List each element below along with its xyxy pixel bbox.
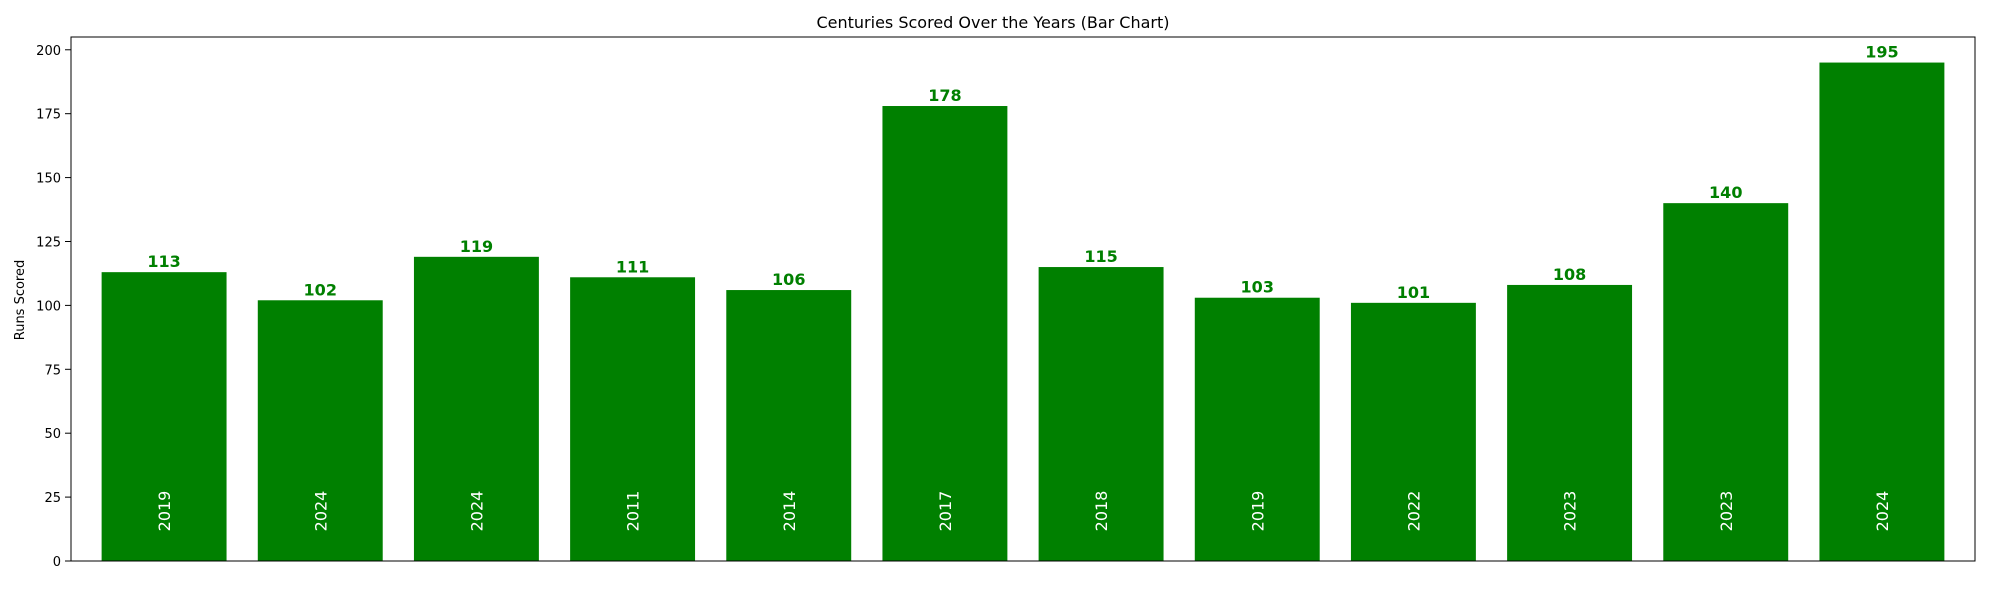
bar-year-label: 2019: [155, 491, 174, 532]
year-labels-group: 2019 2024 2024 2011 2014 2017 2018 2019 2022 2023…: [155, 491, 1892, 532]
bar-value-label: 195: [1865, 43, 1898, 62]
y-tick-label: 150: [36, 172, 61, 187]
bar: [1350, 302, 1476, 561]
bar: [1194, 297, 1320, 561]
bar-year-label: 2023: [1561, 491, 1580, 532]
bar: [570, 277, 696, 561]
bar-value-label: 101: [1397, 283, 1430, 302]
bar-value-label: 178: [928, 86, 961, 105]
bar-value-label: 140: [1709, 183, 1742, 202]
bar-value-label: 103: [1241, 278, 1274, 297]
bar-value-label: 111: [616, 257, 649, 276]
chart-title: Centuries Scored Over the Years (Bar Cha…: [816, 13, 1169, 32]
y-axis-ticks: 0 25 50 75 100 125 150 175 200: [36, 44, 71, 570]
bar-value-label: 102: [304, 280, 337, 299]
bar-year-label: 2017: [936, 491, 955, 532]
bar: [1507, 284, 1633, 561]
y-tick-label: 75: [44, 363, 61, 378]
bar-year-label: 2024: [467, 491, 486, 532]
bar: [1663, 203, 1789, 561]
bar-year-label: 2022: [1404, 491, 1423, 532]
bar: [726, 290, 852, 561]
bar-year-label: 2011: [624, 491, 643, 532]
y-tick-label: 0: [53, 555, 61, 570]
bar: [101, 272, 227, 561]
bar: [413, 256, 539, 561]
y-tick-label: 50: [44, 427, 61, 442]
bar-value-label: 113: [147, 252, 180, 271]
bar-year-label: 2024: [311, 491, 330, 532]
bar-year-label: 2019: [1248, 491, 1267, 532]
bar: [1819, 62, 1945, 561]
bar: [882, 106, 1008, 561]
value-labels-group: 113 102 119 111 106 178 115 103 101 108 140 195: [147, 43, 1898, 302]
bar-year-label: 2024: [1873, 491, 1892, 532]
y-tick-label: 175: [36, 108, 61, 123]
plot-frame: [70, 36, 1976, 562]
bar-year-label: 2018: [1092, 491, 1111, 532]
y-tick-label: 25: [44, 491, 61, 506]
bar-year-label: 2023: [1717, 491, 1736, 532]
bar-value-label: 108: [1553, 265, 1586, 284]
y-tick-label: 125: [36, 235, 61, 250]
bar-value-label: 119: [460, 237, 493, 256]
bar-value-label: 106: [772, 270, 805, 289]
y-axis-label: Runs Scored: [13, 260, 28, 341]
y-tick-label: 100: [36, 299, 61, 314]
y-tick-label: 200: [36, 44, 61, 59]
bar: [257, 300, 383, 561]
bar-value-label: 115: [1084, 247, 1117, 266]
bar-year-label: 2014: [780, 491, 799, 532]
bar: [1038, 267, 1164, 561]
bars-group: [101, 62, 1945, 561]
